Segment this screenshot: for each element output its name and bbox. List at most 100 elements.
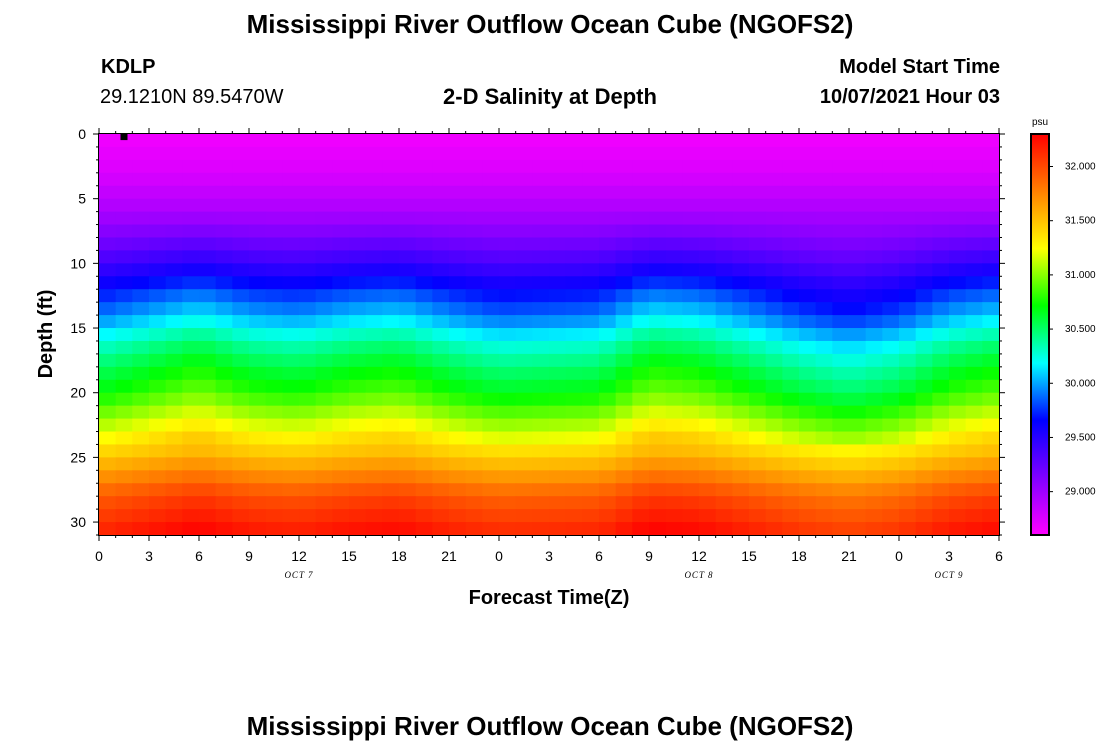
heatmap-cell <box>682 250 700 264</box>
heatmap-cell <box>215 483 233 497</box>
heatmap-cell <box>832 405 850 420</box>
heatmap-cell <box>232 224 250 239</box>
heatmap-cell <box>382 211 400 226</box>
heatmap-cell <box>632 289 650 303</box>
heatmap-cell <box>849 379 867 394</box>
heatmap-cell <box>732 431 750 446</box>
heatmap-cell <box>415 237 433 252</box>
heatmap-cell <box>232 418 250 433</box>
heatmap-cell <box>882 172 900 187</box>
heatmap-cell <box>149 444 167 458</box>
heatmap-cell <box>465 522 483 536</box>
heatmap-cell <box>765 496 783 510</box>
heatmap-cell <box>332 237 350 252</box>
heatmap-cell <box>565 315 583 329</box>
heatmap-cell <box>265 134 283 148</box>
heatmap-cell <box>715 159 733 174</box>
heatmap-cell <box>115 457 133 471</box>
heatmap-cell <box>532 379 550 394</box>
heatmap-cell <box>632 405 650 420</box>
heatmap-cell <box>215 198 233 213</box>
heatmap-cell <box>949 483 967 497</box>
heatmap-cell <box>932 134 950 148</box>
heatmap-cell <box>865 470 883 484</box>
heatmap-cell <box>99 366 117 381</box>
heatmap-cell <box>399 315 417 329</box>
heatmap-cell <box>182 198 200 213</box>
heatmap-cell <box>565 159 583 174</box>
heatmap-cell <box>515 366 533 381</box>
heatmap-cell <box>965 159 983 174</box>
heatmap-cell <box>582 276 600 290</box>
heatmap-cell <box>532 483 550 497</box>
heatmap-cell <box>982 444 1000 458</box>
heatmap-cell <box>332 146 350 161</box>
heatmap-cell <box>665 134 683 148</box>
heatmap-cell <box>449 172 467 187</box>
heatmap-cell <box>932 483 950 497</box>
colorbar-tick-label: 32.000 <box>1065 162 1096 173</box>
heatmap-cell <box>365 444 383 458</box>
heatmap-cell <box>365 159 383 174</box>
heatmap-cell <box>199 250 217 264</box>
heatmap-cell <box>399 522 417 536</box>
heatmap-cell <box>382 431 400 446</box>
heatmap-cell <box>949 431 967 446</box>
heatmap-cell <box>632 457 650 471</box>
heatmap-cell <box>882 289 900 303</box>
heatmap-cell <box>749 457 767 471</box>
x-tick-label: 18 <box>391 548 407 564</box>
heatmap-cell <box>482 276 500 290</box>
heatmap-cell <box>649 146 667 161</box>
heatmap-cell <box>432 340 450 355</box>
heatmap-cell <box>765 340 783 355</box>
heatmap-cell <box>699 522 717 536</box>
heatmap-cell <box>699 302 717 316</box>
heatmap-cell <box>582 522 600 536</box>
heatmap-cell <box>832 496 850 510</box>
heatmap-cell <box>982 366 1000 381</box>
heatmap-cell <box>849 237 867 252</box>
heatmap-cell <box>782 418 800 433</box>
colorbar-tick-label: 31.500 <box>1065 216 1096 227</box>
heatmap-cell <box>115 146 133 161</box>
heatmap-cell <box>465 392 483 407</box>
heatmap-cell <box>599 418 617 433</box>
heatmap-cell <box>982 185 1000 200</box>
heatmap-cell <box>282 146 300 161</box>
heatmap-cell <box>799 302 817 316</box>
heatmap-cell <box>582 431 600 446</box>
heatmap-cell <box>299 328 317 342</box>
heatmap-cell <box>665 379 683 394</box>
heatmap-cell <box>799 276 817 290</box>
heatmap-cell <box>632 444 650 458</box>
heatmap-cell <box>382 289 400 303</box>
heatmap-cell <box>265 418 283 433</box>
heatmap-cell <box>232 405 250 420</box>
heatmap-cell <box>532 496 550 510</box>
heatmap-cell <box>165 392 183 407</box>
heatmap-cell <box>199 392 217 407</box>
heatmap-cell <box>949 302 967 316</box>
heatmap-cell <box>732 263 750 277</box>
heatmap-cell <box>699 289 717 303</box>
heatmap-cell <box>199 444 217 458</box>
heatmap-cell <box>882 315 900 329</box>
heatmap-cell <box>665 146 683 161</box>
heatmap-cell <box>832 159 850 174</box>
heatmap-cell <box>699 431 717 446</box>
heatmap-cell <box>899 250 917 264</box>
heatmap-cell <box>649 496 667 510</box>
heatmap-cell <box>332 496 350 510</box>
heatmap-cell <box>332 470 350 484</box>
heatmap-cell <box>449 237 467 252</box>
heatmap-cell <box>199 224 217 239</box>
heatmap-cell <box>965 509 983 523</box>
heatmap-cell <box>499 418 517 433</box>
heatmap-cell <box>949 289 967 303</box>
heatmap-cell <box>649 211 667 226</box>
heatmap-cell <box>115 276 133 290</box>
heatmap-cell <box>249 159 267 174</box>
heatmap-cell <box>782 379 800 394</box>
heatmap-cell <box>849 134 867 148</box>
